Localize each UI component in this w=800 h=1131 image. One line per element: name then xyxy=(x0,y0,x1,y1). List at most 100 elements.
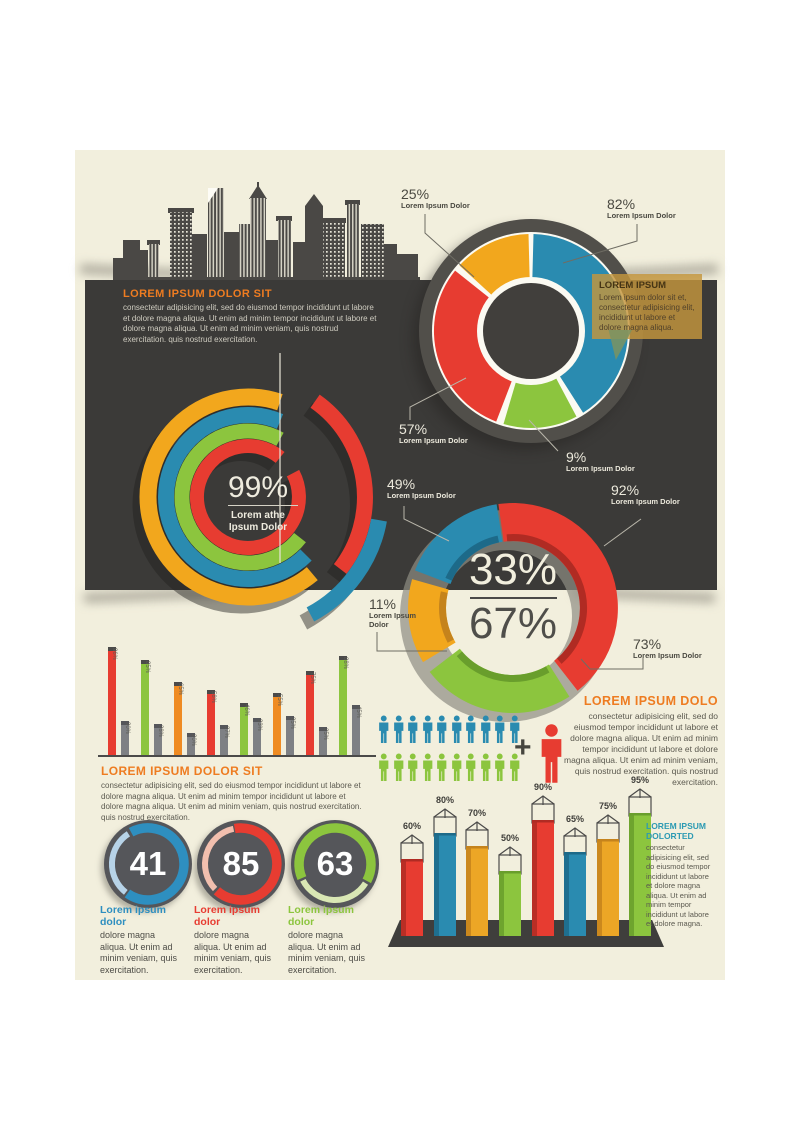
column-3d-bar xyxy=(498,846,522,936)
bar xyxy=(154,724,162,755)
bar xyxy=(253,718,261,755)
bar-cap xyxy=(220,725,228,729)
person-icon xyxy=(480,715,490,743)
gauge-caption: Lorem ipsum dolor dolore magna aliqua. U… xyxy=(288,904,366,975)
bar-cap xyxy=(339,656,347,660)
ring-arc xyxy=(174,423,306,571)
bar-cap xyxy=(207,690,215,694)
bar-value-label: 58% xyxy=(210,691,216,704)
bar-cap xyxy=(187,733,195,737)
bar-value-label: 65% xyxy=(177,683,183,696)
person-icon xyxy=(466,715,476,743)
gauge-arc-remainder xyxy=(202,825,235,892)
dolorted-body: consectetur adipisicing elit, sed do eiu… xyxy=(646,843,711,928)
gauge-chart xyxy=(104,820,192,908)
column-value-label: 65% xyxy=(565,814,584,824)
gauge-face xyxy=(104,820,192,908)
city-skyline-illustration xyxy=(113,182,420,280)
concentric-rings-chart xyxy=(132,353,387,630)
person-icon xyxy=(422,753,432,781)
paired-bar-chart: 96% 30% 85% 28% 65% 20% 58% 27% 46% 33% 55% 35% 75% 2… xyxy=(100,641,376,757)
pictograph-people xyxy=(377,715,537,785)
plus-sign: + xyxy=(514,731,532,764)
column-3d-bar xyxy=(400,834,424,936)
dolorted-title: LOREM IPSUM DOLORTED xyxy=(646,821,706,841)
dolo-title: LOREM IPSUM DOLO xyxy=(583,694,718,708)
bar-value-label: 75% xyxy=(309,672,315,685)
dolorted-text-block: LOREM IPSUM DOLORTED consectetur adipisi… xyxy=(646,821,714,929)
column-3d-bar xyxy=(563,827,587,936)
bar xyxy=(121,721,129,755)
person-icon xyxy=(495,715,505,743)
intro-body: consectetur adipisicing elit, sed do eiu… xyxy=(123,303,377,344)
mid-title: LOREM IPSUM DOLOR SIT xyxy=(101,764,263,778)
gauge-face xyxy=(291,820,379,908)
bar-value-label: 45% xyxy=(355,706,361,719)
person-icon xyxy=(408,753,418,781)
bar xyxy=(220,725,228,755)
gauge-value: 85 xyxy=(222,845,260,882)
column-3d-bar xyxy=(465,821,489,936)
gauge-value: 41 xyxy=(129,845,167,882)
bar-value-label: 46% xyxy=(243,704,249,717)
bar xyxy=(352,705,360,755)
person-icon xyxy=(437,753,447,781)
callout-label: 73% Lorem Ipsum Dolor xyxy=(633,636,702,660)
bar-cap xyxy=(154,724,162,728)
bar-cap xyxy=(108,647,116,651)
column-chart-platform xyxy=(388,920,664,947)
ring-arc xyxy=(310,394,373,574)
bar xyxy=(174,682,182,755)
column-3d-bar xyxy=(531,795,555,936)
bar xyxy=(273,693,281,755)
person-icon xyxy=(451,715,461,743)
ring-arc xyxy=(190,438,306,555)
mid-body: consectetur adipisicing elit, sed do eiu… xyxy=(101,781,362,822)
speech-bubble-title: LOREM IPSUM xyxy=(599,280,667,291)
callout-label: 82% Lorem Ipsum Dolor xyxy=(607,196,676,220)
bar-cap xyxy=(273,693,281,697)
bar-chart-axis xyxy=(98,755,376,757)
speech-bubble-body: Lorem ipsum dolor sit et, consectetur ad… xyxy=(599,293,695,332)
gauge-arc-remainder xyxy=(108,831,131,895)
column-value-label: 95% xyxy=(630,775,649,785)
donut-segment xyxy=(429,648,570,714)
bar-value-label: 30% xyxy=(124,722,130,735)
rings-center-label: Lorem athe xyxy=(231,510,285,521)
person-icon xyxy=(379,753,389,781)
person-icon xyxy=(451,753,461,781)
callout-label: 11% Lorem Ipsum Dolor xyxy=(369,596,417,629)
column-3d-bar xyxy=(628,788,652,936)
bar-cap xyxy=(141,660,149,664)
pictograph-row xyxy=(377,715,522,744)
column-3d-bar xyxy=(433,808,457,936)
person-icon xyxy=(408,715,418,743)
gauge-value: 63 xyxy=(316,845,354,882)
person-icon xyxy=(480,753,490,781)
speech-bubble: LOREM IPSUM Lorem ipsum dolor sit et, co… xyxy=(592,274,702,339)
person-icon xyxy=(379,715,389,743)
bar xyxy=(108,647,116,755)
column-3d-bar xyxy=(596,814,620,936)
donut-center-divider xyxy=(470,597,557,599)
column-value-label: 70% xyxy=(467,808,486,818)
bar-cap xyxy=(174,682,182,686)
person-icon xyxy=(437,715,447,743)
dolo-text-block: LOREM IPSUM DOLO consectetur adipisicing… xyxy=(560,694,718,788)
gauge-arc xyxy=(213,823,282,905)
dolo-body: consectetur adipisicing elit, sed do eiu… xyxy=(563,711,718,787)
gauge-arc xyxy=(294,823,376,884)
gauge-face xyxy=(197,820,285,908)
person-icon xyxy=(422,715,432,743)
pictograph-row xyxy=(377,753,522,782)
bar-cap xyxy=(306,671,314,675)
rings-center-label: Ipsum Dolor xyxy=(228,522,288,533)
ring-arc xyxy=(139,388,318,606)
person-icon xyxy=(466,753,476,781)
bar-cap xyxy=(319,727,327,731)
ring-arc xyxy=(158,407,312,587)
callout-label: 25% Lorem Ipsum Dolor xyxy=(401,186,470,210)
bar-value-label: 20% xyxy=(190,734,196,747)
column-value-label: 80% xyxy=(435,795,454,805)
